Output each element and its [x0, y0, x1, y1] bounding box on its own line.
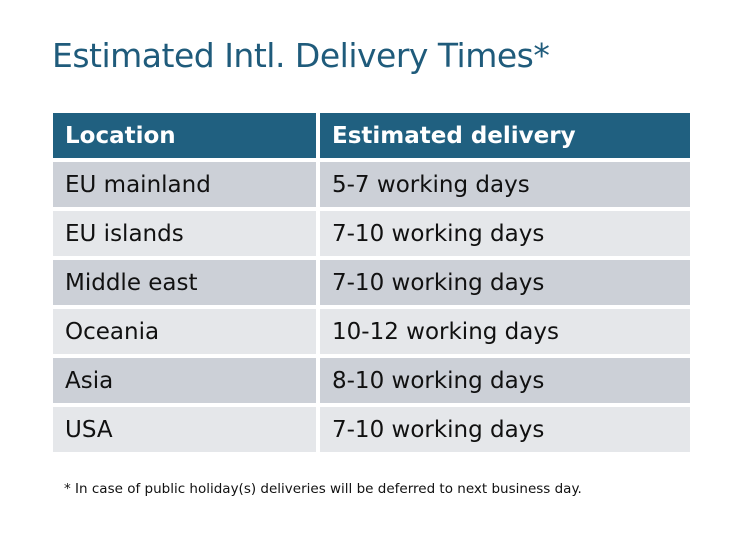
table-row: USA 7-10 working days — [53, 407, 690, 452]
table-row: EU islands 7-10 working days — [53, 211, 690, 256]
header-location: Location — [53, 113, 316, 158]
header-estimated-delivery: Estimated delivery — [320, 113, 690, 158]
delivery-table: Location Estimated delivery EU mainland … — [53, 113, 690, 456]
delivery-cell: 5-7 working days — [320, 162, 690, 207]
location-cell: Oceania — [53, 309, 316, 354]
delivery-cell: 7-10 working days — [320, 407, 690, 452]
location-cell: EU islands — [53, 211, 316, 256]
table-row: Asia 8-10 working days — [53, 358, 690, 403]
location-cell: USA — [53, 407, 316, 452]
table-row: Oceania 10-12 working days — [53, 309, 690, 354]
delivery-cell: 8-10 working days — [320, 358, 690, 403]
location-cell: Middle east — [53, 260, 316, 305]
location-cell: EU mainland — [53, 162, 316, 207]
table-row: EU mainland 5-7 working days — [53, 162, 690, 207]
table-row: Middle east 7-10 working days — [53, 260, 690, 305]
page-title: Estimated Intl. Delivery Times* — [52, 36, 550, 75]
delivery-cell: 7-10 working days — [320, 260, 690, 305]
delivery-cell: 7-10 working days — [320, 211, 690, 256]
footnote: * In case of public holiday(s) deliverie… — [64, 481, 582, 497]
delivery-cell: 10-12 working days — [320, 309, 690, 354]
location-cell: Asia — [53, 358, 316, 403]
table-header: Location Estimated delivery — [53, 113, 690, 158]
